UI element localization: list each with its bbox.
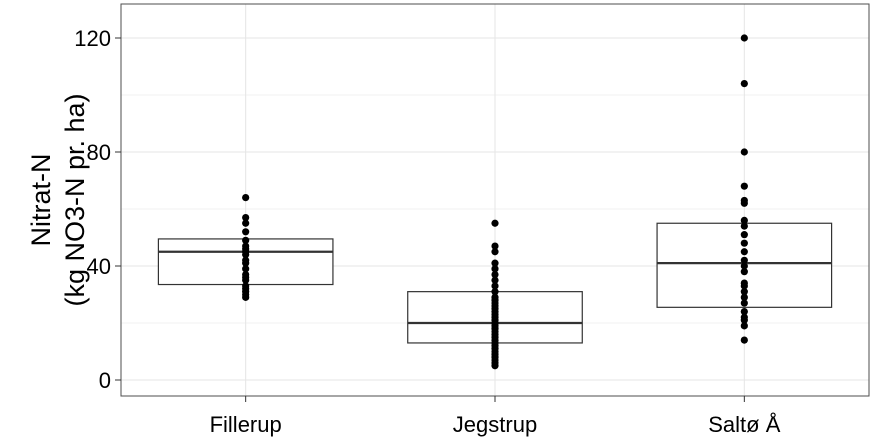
data-point [242,251,250,259]
data-point [740,216,748,224]
data-point [491,219,499,227]
data-point [242,259,250,267]
data-point [740,268,748,276]
data-point [491,265,499,273]
data-point [491,242,499,250]
y-axis: 0 40 80 120 [74,26,121,393]
y-tick-label: 0 [99,368,111,393]
data-point [491,362,499,370]
data-point [740,34,748,42]
data-point [242,228,250,236]
data-point [491,270,499,279]
data-point [740,262,748,270]
y-tick-label: 120 [74,26,111,51]
data-point [740,231,748,239]
data-point [242,194,250,202]
y-axis-title-line-1: Nitrat-N [26,154,56,247]
data-point [740,322,748,330]
data-point [740,222,748,230]
y-tick-label: 80 [87,140,111,165]
data-point [740,239,748,247]
data-point [242,236,250,244]
data-point [242,213,250,222]
data-point [740,288,748,296]
data-point [242,276,250,284]
data-point [491,276,499,284]
data-point [740,80,748,88]
x-tick-label: Fillerup [210,412,282,437]
data-point [740,316,748,324]
x-tick-label: Saltø Å [708,412,780,437]
data-point [740,282,748,290]
point-series [242,34,748,370]
data-point [740,248,748,256]
data-point [740,299,748,307]
data-point [491,282,499,290]
data-point [491,259,499,267]
data-point [491,248,499,256]
data-point [740,182,748,190]
x-tick-label: Jegstrup [453,412,537,437]
data-point [740,293,748,301]
data-point [242,293,250,301]
data-point [740,308,748,316]
data-point [740,336,748,344]
data-point [242,219,250,227]
data-point [740,199,748,207]
x-axis: Fillerup Jegstrup Saltø Å [210,396,781,437]
y-axis-title: Nitrat-N (kg NO3-N pr. ha) [26,93,90,306]
y-tick-label: 40 [87,254,111,279]
data-point [491,288,499,296]
y-axis-title-line-2: (kg NO3-N pr. ha) [60,93,90,306]
data-point [740,148,748,156]
data-point [242,265,250,273]
data-point [740,256,748,264]
